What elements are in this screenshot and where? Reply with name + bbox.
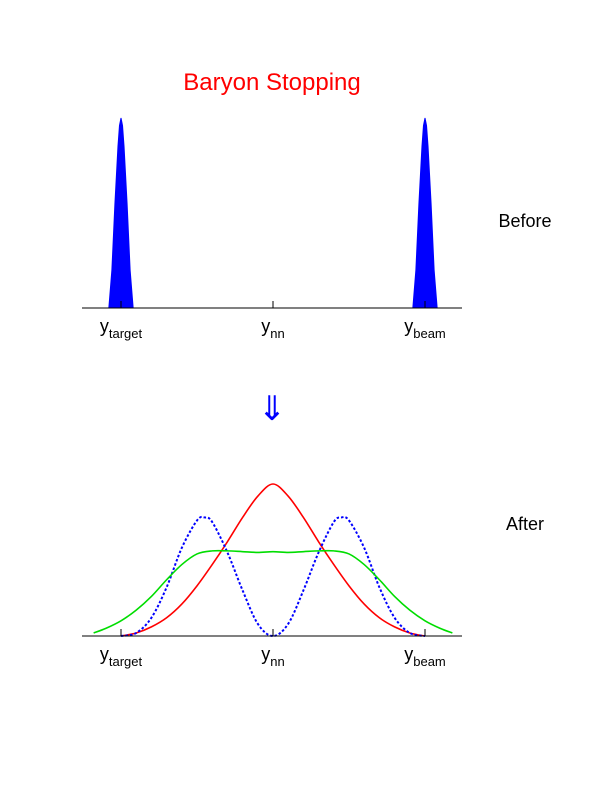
before-peak-2 (412, 117, 438, 309)
before-tick-label-target: ytarget (100, 316, 143, 341)
before-tick-label-nn-main: y (261, 316, 270, 336)
after-tick-label-beam: ybeam (404, 644, 446, 669)
before-tick-label-target-main: y (100, 316, 109, 336)
before-tick-label-target-subscript: target (109, 326, 143, 341)
after-tick-label-nn-subscript: nn (270, 654, 284, 669)
figure-title: Baryon Stopping (183, 69, 360, 96)
after-curve-3 (93, 549, 453, 634)
after-label: After (506, 514, 544, 534)
before-peak-1 (108, 117, 134, 309)
before-tick-label-nn: ynn (261, 316, 284, 341)
after-tick-label-nn: ynn (261, 644, 284, 669)
after-curve-1 (120, 483, 426, 637)
after-tick-label-target: ytarget (100, 644, 143, 669)
before-tick-label-nn-subscript: nn (270, 326, 284, 341)
before-tick-label-beam: ybeam (404, 316, 446, 341)
after-tick-label-beam-main: y (404, 644, 413, 664)
after-tick-label-target-subscript: target (109, 654, 143, 669)
after-tick-label-nn-main: y (261, 644, 270, 664)
before-tick-label-beam-subscript: beam (413, 326, 446, 341)
after-tick-label-beam-subscript: beam (413, 654, 446, 669)
down-arrow-icon: ⇓ (258, 389, 287, 429)
before-label: Before (498, 211, 551, 231)
after-tick-label-target-main: y (100, 644, 109, 664)
before-tick-label-beam-main: y (404, 316, 413, 336)
